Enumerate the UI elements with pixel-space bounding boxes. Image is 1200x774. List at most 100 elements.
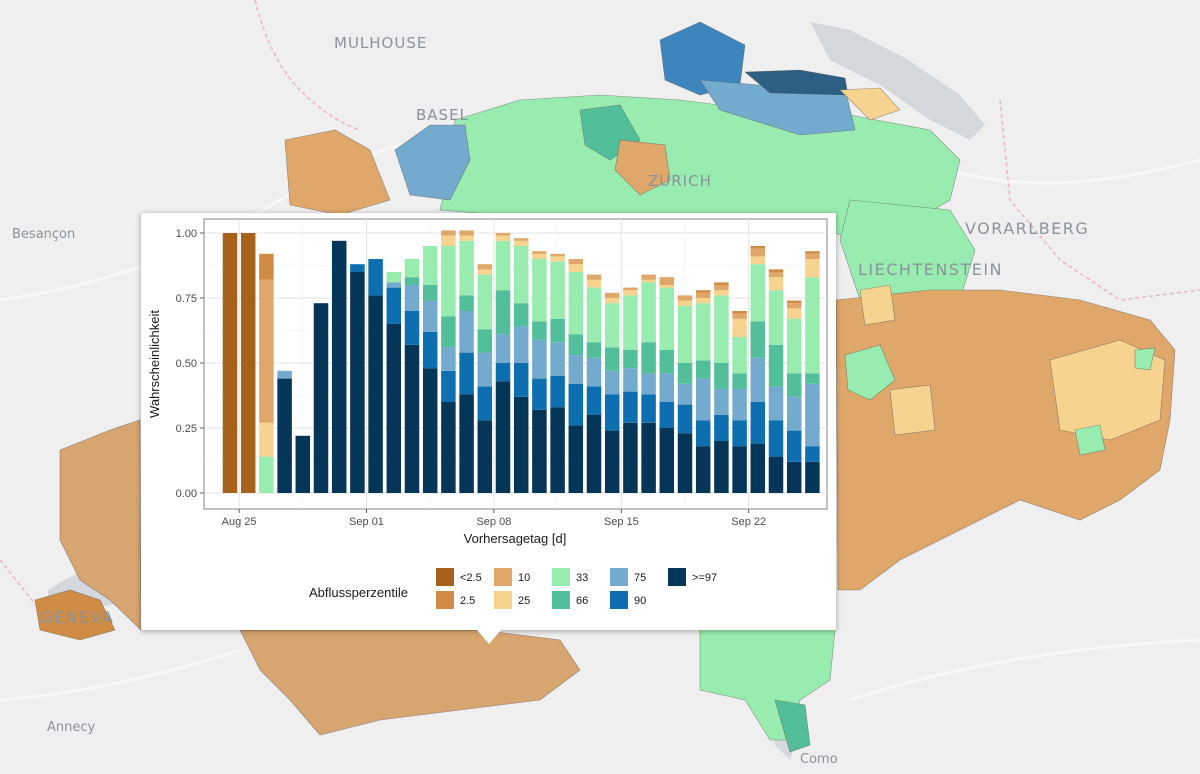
bar-segment[interactable] bbox=[513, 240, 529, 246]
bar-segment[interactable] bbox=[768, 456, 784, 493]
catchment-jura[interactable] bbox=[284, 129, 391, 216]
bar-segment[interactable] bbox=[805, 373, 820, 384]
catchment-mid-green[interactable] bbox=[844, 344, 896, 401]
bar-segment[interactable] bbox=[495, 235, 511, 241]
bar-segment[interactable] bbox=[568, 425, 584, 493]
bar-segment[interactable] bbox=[641, 394, 656, 423]
bar-segment[interactable] bbox=[513, 326, 529, 363]
catchment-valais[interactable] bbox=[239, 629, 581, 736]
bar-segment[interactable] bbox=[750, 443, 766, 493]
bar-segment[interactable] bbox=[277, 370, 292, 379]
bar-segment[interactable] bbox=[422, 331, 438, 369]
bar-segment[interactable] bbox=[695, 303, 711, 361]
bar-segment[interactable] bbox=[714, 441, 729, 493]
bar-segment[interactable] bbox=[695, 446, 711, 493]
bar-segment[interactable] bbox=[422, 368, 438, 493]
bar-segment[interactable] bbox=[732, 389, 747, 421]
bar-segment[interactable] bbox=[805, 461, 820, 493]
bar-segment[interactable] bbox=[623, 287, 638, 291]
bar-segment[interactable] bbox=[441, 316, 456, 348]
bar-segment[interactable] bbox=[659, 350, 675, 374]
bar-segment[interactable] bbox=[641, 282, 656, 343]
bar-segment[interactable] bbox=[550, 261, 565, 319]
bar-segment[interactable] bbox=[695, 420, 711, 447]
bar-segment[interactable] bbox=[350, 272, 365, 493]
bar-segment[interactable] bbox=[768, 420, 784, 457]
bar-segment[interactable] bbox=[441, 230, 456, 236]
bar-segment[interactable] bbox=[259, 279, 274, 423]
bar-segment[interactable] bbox=[477, 274, 493, 330]
catchment-regions[interactable] bbox=[34, 21, 1176, 753]
bar-segment[interactable] bbox=[732, 420, 747, 447]
bar-segment[interactable] bbox=[586, 274, 602, 280]
bar-segment[interactable] bbox=[695, 298, 711, 304]
bar-segment[interactable] bbox=[477, 420, 493, 493]
bar-segment[interactable] bbox=[495, 290, 511, 335]
bar-segment[interactable] bbox=[659, 373, 675, 402]
bar-segment[interactable] bbox=[732, 311, 747, 314]
bar-segment[interactable] bbox=[313, 303, 329, 493]
bar-segment[interactable] bbox=[459, 352, 474, 395]
bar-segment[interactable] bbox=[805, 251, 820, 254]
bar-segment[interactable] bbox=[441, 402, 456, 493]
bar-segment[interactable] bbox=[532, 409, 547, 493]
bar-segment[interactable] bbox=[550, 253, 565, 257]
bar-segment[interactable] bbox=[623, 368, 638, 392]
bar-segment[interactable] bbox=[477, 264, 493, 270]
bar-segment[interactable] bbox=[623, 422, 638, 493]
bar-segment[interactable] bbox=[677, 363, 693, 384]
bar-segment[interactable] bbox=[714, 282, 729, 285]
catchment-east-green2[interactable] bbox=[1074, 424, 1106, 456]
bar-segment[interactable] bbox=[659, 402, 675, 428]
bar-segment[interactable] bbox=[513, 238, 529, 241]
bar-segment[interactable] bbox=[677, 300, 693, 306]
bar-segment[interactable] bbox=[459, 394, 474, 493]
bar-segment[interactable] bbox=[568, 383, 584, 426]
bar-segment[interactable] bbox=[586, 415, 602, 493]
bar-segment[interactable] bbox=[604, 347, 620, 371]
bar-segment[interactable] bbox=[714, 363, 729, 389]
bar-segment[interactable] bbox=[714, 290, 729, 296]
bar-segment[interactable] bbox=[750, 248, 766, 257]
bar-segment[interactable] bbox=[495, 334, 511, 363]
bar-segment[interactable] bbox=[422, 246, 438, 285]
bar-segment[interactable] bbox=[768, 277, 784, 291]
bar-segment[interactable] bbox=[459, 230, 474, 236]
bar-segment[interactable] bbox=[441, 246, 456, 317]
bar-segment[interactable] bbox=[732, 337, 747, 374]
bar-segment[interactable] bbox=[404, 285, 420, 311]
bar-segment[interactable] bbox=[495, 381, 511, 493]
bar-segment[interactable] bbox=[477, 352, 493, 387]
bar-segment[interactable] bbox=[459, 311, 474, 353]
bar-segment[interactable] bbox=[786, 308, 802, 319]
bar-segment[interactable] bbox=[641, 342, 656, 374]
bar-segment[interactable] bbox=[786, 373, 802, 397]
bar-segment[interactable] bbox=[786, 430, 802, 462]
bar-segment[interactable] bbox=[259, 422, 274, 457]
bar-segment[interactable] bbox=[604, 370, 620, 395]
bar-segment[interactable] bbox=[641, 274, 656, 280]
bar-segment[interactable] bbox=[768, 386, 784, 421]
bar-segment[interactable] bbox=[568, 259, 584, 265]
bar-segment[interactable] bbox=[350, 264, 365, 272]
bar-segment[interactable] bbox=[459, 240, 474, 296]
bar-segment[interactable] bbox=[604, 298, 620, 304]
bar-segment[interactable] bbox=[750, 357, 766, 402]
bar-segment[interactable] bbox=[513, 303, 529, 327]
bar-segment[interactable] bbox=[222, 233, 238, 493]
bar-segment[interactable] bbox=[404, 277, 420, 285]
bar-segment[interactable] bbox=[695, 360, 711, 379]
bar-segment[interactable] bbox=[695, 292, 711, 298]
bar-segment[interactable] bbox=[459, 295, 474, 311]
catchment-mid-gold2[interactable] bbox=[889, 384, 936, 436]
bar-segment[interactable] bbox=[386, 324, 402, 493]
bar-segment[interactable] bbox=[641, 279, 656, 283]
bar-segment[interactable] bbox=[714, 285, 729, 291]
catchment-ticino-south[interactable] bbox=[774, 699, 811, 753]
bar-segment[interactable] bbox=[786, 300, 802, 304]
bar-segment[interactable] bbox=[404, 344, 420, 493]
bar-segment[interactable] bbox=[732, 446, 747, 493]
bar-segment[interactable] bbox=[477, 269, 493, 275]
bar-segment[interactable] bbox=[677, 383, 693, 405]
